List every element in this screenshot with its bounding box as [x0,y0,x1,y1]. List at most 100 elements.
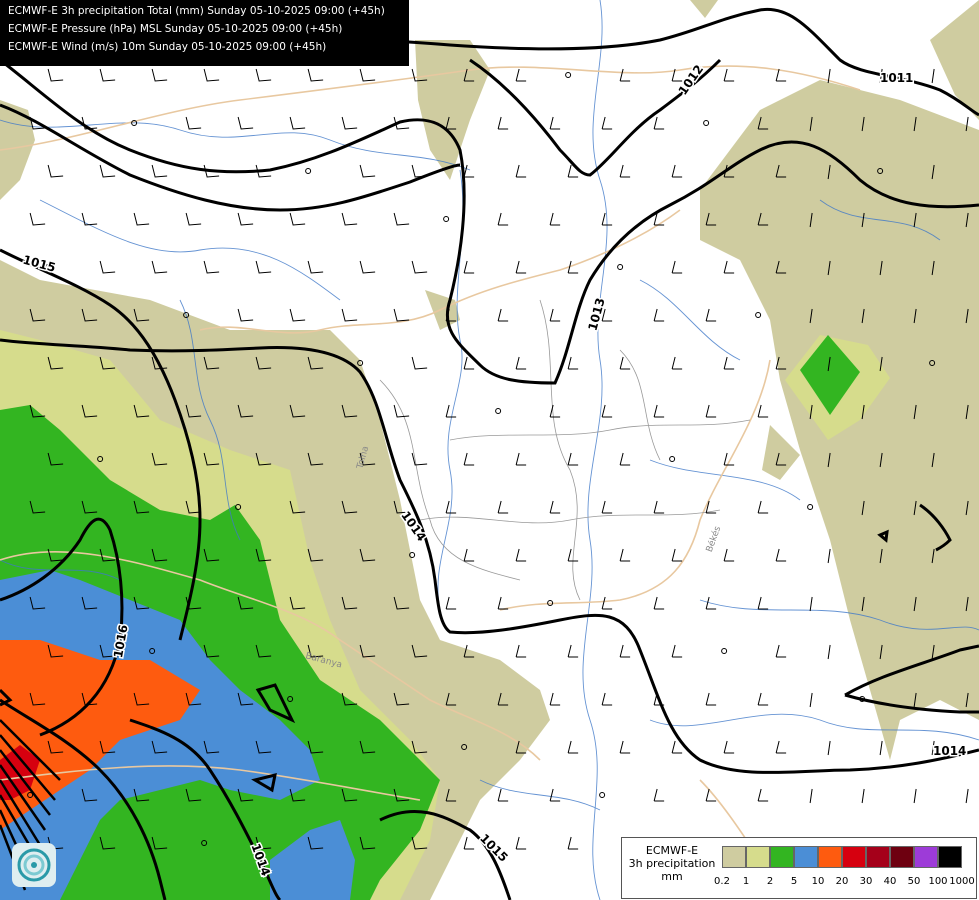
wind-barb [601,116,613,130]
precip-0-2-small [425,290,460,330]
wind-barb [965,212,969,228]
wind-barb [497,596,509,610]
wind-barb [411,644,428,658]
precip-5-south [270,820,355,900]
wind-barb [931,548,935,564]
wind-barb [827,548,831,564]
wind-barb [133,308,150,322]
wind-barb [931,164,935,180]
wind-barb [445,788,457,802]
wind-barb [827,68,831,84]
wind-barb [757,404,769,418]
wind-barb [151,356,168,370]
legend-tick-2: 2 [766,876,774,887]
wind-barb [827,644,831,660]
legend-swatch-8 [914,846,938,868]
wind-barb [445,596,457,610]
wind-barb [237,596,254,610]
wind-barb [341,788,358,802]
wind-barb [671,260,683,274]
wind-barb [827,356,831,372]
wind-barb [81,788,98,802]
wind-barb [359,740,376,754]
wind-barb [99,356,116,370]
wind-barb [671,740,683,754]
wind-barb [411,260,428,274]
wind-barb [81,212,98,226]
wind-barb [29,596,46,610]
wind-barb [809,308,813,324]
wind-barb [809,596,813,612]
wind-barb [47,452,64,466]
calm-wind-circle [755,312,762,318]
wind-barb [255,452,272,466]
wind-barb [515,740,527,754]
wind-barb [861,500,865,516]
wind-barb [393,308,410,322]
wind-barb [237,788,254,802]
calm-wind-circle [287,696,294,702]
wind-barb [29,308,46,322]
wind-barb [203,68,220,82]
wind-barb [879,452,883,468]
wind-barb [203,356,220,370]
county-borders [379,299,751,601]
wind-barb [255,740,272,754]
wind-barb [723,740,735,754]
wind-barb [411,164,428,178]
wind-barb [307,836,324,850]
wind-barb [913,692,917,708]
wind-barb [653,404,665,418]
calm-wind-circle [443,216,450,222]
wind-barb [99,260,116,274]
wind-barb [445,692,457,706]
wind-barb [445,308,457,322]
wind-barb [705,404,717,418]
calm-wind-circle [859,696,866,702]
wind-barb [445,404,457,418]
wind-barb [393,212,410,226]
wind-barb [99,164,116,178]
legend-title-unit: mm [661,870,683,883]
wind-barb [567,548,579,562]
wind-barb [185,596,202,610]
wind-barb [307,68,324,82]
wind-barb [723,164,735,178]
borders [0,65,861,861]
ecmwf-logo-icon [12,843,56,887]
wind-barb [255,164,272,178]
wind-barb [653,116,665,130]
wind-barb [411,452,428,466]
wind-barb [705,212,717,226]
wind-barb [809,788,813,804]
wind-barb [133,596,150,610]
isobar-1015 [0,248,202,641]
wind-barb [619,548,631,562]
calm-wind-circle [617,264,624,270]
wind-barb [133,404,150,418]
isobar-closed-1 [255,683,296,724]
wind-barb [879,260,883,276]
wind-barb [81,596,98,610]
wind-barb [965,596,969,612]
wind-barb [671,548,683,562]
wind-barb [185,212,202,226]
wind-barb [463,356,475,370]
wind-barb [515,164,527,178]
legend-tick-9: 100 [928,876,948,887]
wind-barb [601,212,613,226]
wind-barb [289,596,306,610]
wind-barb [445,500,457,514]
legend-tick-7: 40 [883,876,897,887]
wind-barb [913,500,917,516]
wind-barb [515,356,527,370]
calm-wind-circle [201,840,208,846]
wind-barb [255,644,272,658]
wind-barb [203,164,220,178]
wind-barb [463,548,475,562]
wind-barb [809,692,813,708]
wind-barb [47,68,64,82]
wind-barb [29,404,46,418]
wind-barb [497,116,509,130]
precip-0-2-north [415,40,490,180]
